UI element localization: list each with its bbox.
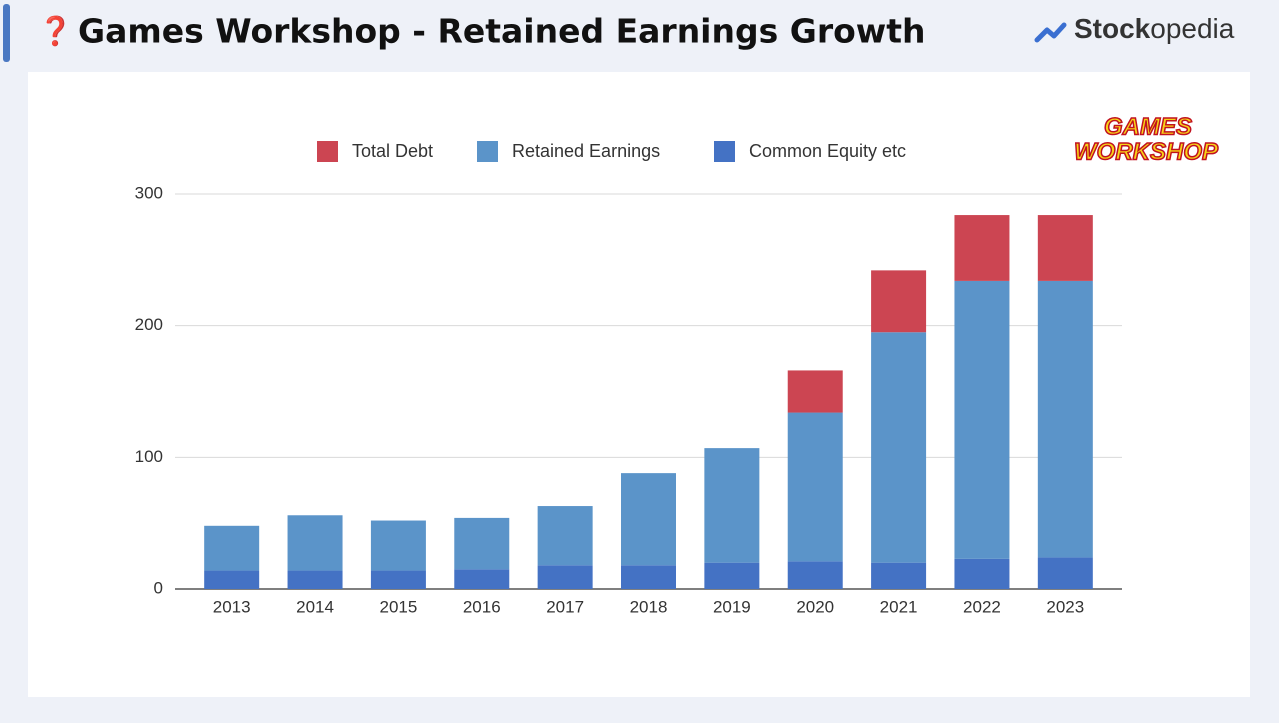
bar-segment [954, 280, 1010, 559]
bar-segment [1037, 215, 1093, 281]
title-icon: ❓ [38, 14, 73, 47]
bar-segment [287, 515, 343, 571]
page-title: Games Workshop - Retained Earnings Growt… [78, 12, 926, 51]
bar-segment [1037, 280, 1093, 558]
bar-segment [537, 565, 593, 589]
bar-segment [1037, 557, 1093, 589]
y-tick-label: 300 [135, 183, 163, 202]
logo-bottom: WORKSHOP [1074, 138, 1219, 165]
legend-swatch [714, 141, 735, 162]
bar-segment [287, 570, 343, 589]
bar-segment [704, 448, 760, 563]
bar-segment [370, 570, 426, 589]
bar-segment [454, 569, 510, 589]
bar-segment [871, 562, 927, 589]
bar-segment [621, 565, 676, 589]
brand-light: opedia [1150, 13, 1235, 44]
x-tick-label: 2021 [880, 597, 918, 616]
logo-top: GAMES [1104, 113, 1192, 140]
x-tick-label: 2016 [463, 597, 501, 616]
bar-segment [454, 517, 510, 570]
y-tick-label: 100 [135, 447, 163, 466]
y-tick-label: 200 [135, 315, 163, 334]
bar-segment [204, 525, 260, 571]
bar-segment [871, 270, 927, 333]
brand-bold: Stock [1074, 13, 1151, 44]
y-tick-label: 0 [154, 578, 163, 597]
x-tick-label: 2017 [546, 597, 584, 616]
legend-swatch [317, 141, 338, 162]
bar-segment [787, 370, 843, 413]
legend-swatch [477, 141, 498, 162]
x-tick-label: 2022 [963, 597, 1001, 616]
bar-segment [954, 558, 1010, 589]
bar-segment [871, 332, 927, 563]
bar-segment [954, 215, 1010, 281]
bar-segment [704, 562, 760, 589]
bar-segment [787, 412, 843, 562]
bar-segment [370, 520, 426, 571]
bar-segment [204, 570, 260, 589]
x-tick-label: 2014 [296, 597, 334, 616]
x-tick-label: 2023 [1046, 597, 1084, 616]
legend-label: Retained Earnings [512, 141, 660, 161]
legend-label: Total Debt [352, 141, 433, 161]
bar-segment [537, 506, 593, 566]
x-tick-label: 2018 [630, 597, 668, 616]
bar-segment [787, 561, 843, 589]
legend-label: Common Equity etc [749, 141, 906, 161]
x-tick-label: 2020 [796, 597, 834, 616]
brand-icon [1034, 22, 1067, 43]
x-tick-label: 2013 [213, 597, 251, 616]
x-tick-label: 2019 [713, 597, 751, 616]
accent-bar [3, 4, 10, 62]
brand: Stockopedia [1074, 13, 1235, 44]
x-tick-label: 2015 [379, 597, 417, 616]
bar-segment [621, 473, 676, 566]
